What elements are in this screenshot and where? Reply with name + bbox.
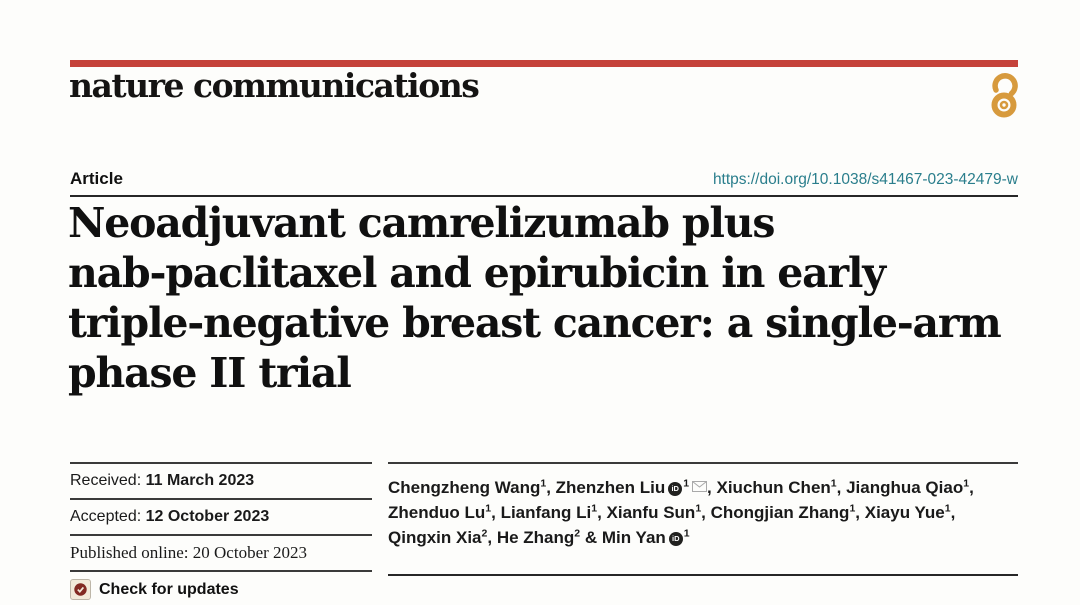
title-line: phase II trial bbox=[68, 349, 352, 397]
author: Xiayu Yue1, bbox=[864, 502, 956, 522]
article-history-column: Received: 11 March 2023 Accepted: 12 Oct… bbox=[70, 462, 372, 600]
article-header-row: Article https://doi.org/10.1038/s41467-0… bbox=[70, 169, 1018, 189]
orcid-icon[interactable]: iD bbox=[668, 482, 683, 496]
check-for-updates-label: Check for updates bbox=[99, 580, 239, 598]
author-block-bottom-rule bbox=[388, 574, 1018, 576]
orcid-icon[interactable]: iD bbox=[668, 532, 683, 546]
author: Chongjian Zhang1, bbox=[710, 502, 865, 522]
author-block: Chengzheng Wang1, Zhenzhen Liu iD 1, Xiuch… bbox=[388, 462, 1018, 550]
published-online-row: Published online: 20 October 2023 bbox=[70, 534, 372, 572]
author: Min Yan iD 1 bbox=[601, 527, 690, 547]
accepted-label: Accepted: bbox=[70, 508, 142, 525]
article-title: Neoadjuvant camrelizumab plus nab-paclit… bbox=[68, 198, 1018, 398]
accepted-value: 12 October 2023 bbox=[145, 508, 270, 525]
author: Lianfang Li1, bbox=[500, 502, 607, 522]
published-online-text: Published online: 20 October 2023 bbox=[70, 543, 308, 562]
open-access-icon bbox=[991, 73, 1018, 118]
corresponding-author-email-icon[interactable] bbox=[692, 474, 708, 499]
check-for-updates-button[interactable]: Check for updates bbox=[70, 579, 372, 600]
author: Chengzheng Wang1, bbox=[388, 477, 556, 497]
article-type-label: Article bbox=[70, 169, 123, 188]
received-label: Received: bbox=[70, 472, 142, 489]
title-line: nab-paclitaxel and epirubicin in early bbox=[68, 249, 886, 297]
title-line: triple-negative breast cancer: a single-… bbox=[68, 299, 1002, 347]
author: Zhenduo Lu1, bbox=[388, 502, 501, 522]
title-line: Neoadjuvant camrelizumab plus bbox=[68, 199, 775, 247]
author: Zhenzhen Liu iD 1, bbox=[556, 478, 717, 497]
received-value: 11 March 2023 bbox=[145, 472, 255, 489]
author: He Zhang2 & bbox=[496, 527, 602, 547]
crossmark-icon bbox=[70, 579, 91, 600]
masthead-red-bar bbox=[70, 60, 1018, 67]
doi-link[interactable]: https://doi.org/10.1038/s41467-023-42479… bbox=[712, 171, 1018, 188]
author: Xianfu Sun1, bbox=[606, 502, 711, 522]
journal-wordmark: nature communications bbox=[69, 66, 480, 105]
author-list: Chengzheng Wang1, Zhenzhen Liu iD 1, Xiuch… bbox=[388, 474, 1018, 550]
received-date-row: Received: 11 March 2023 bbox=[70, 462, 372, 498]
accepted-date-row: Accepted: 12 October 2023 bbox=[70, 498, 372, 534]
author: Xiuchun Chen1, bbox=[716, 477, 847, 497]
author: Jianghua Qiao1, bbox=[846, 477, 974, 497]
header-divider-rule bbox=[70, 195, 1018, 197]
author: Qingxin Xia2, bbox=[388, 527, 497, 547]
